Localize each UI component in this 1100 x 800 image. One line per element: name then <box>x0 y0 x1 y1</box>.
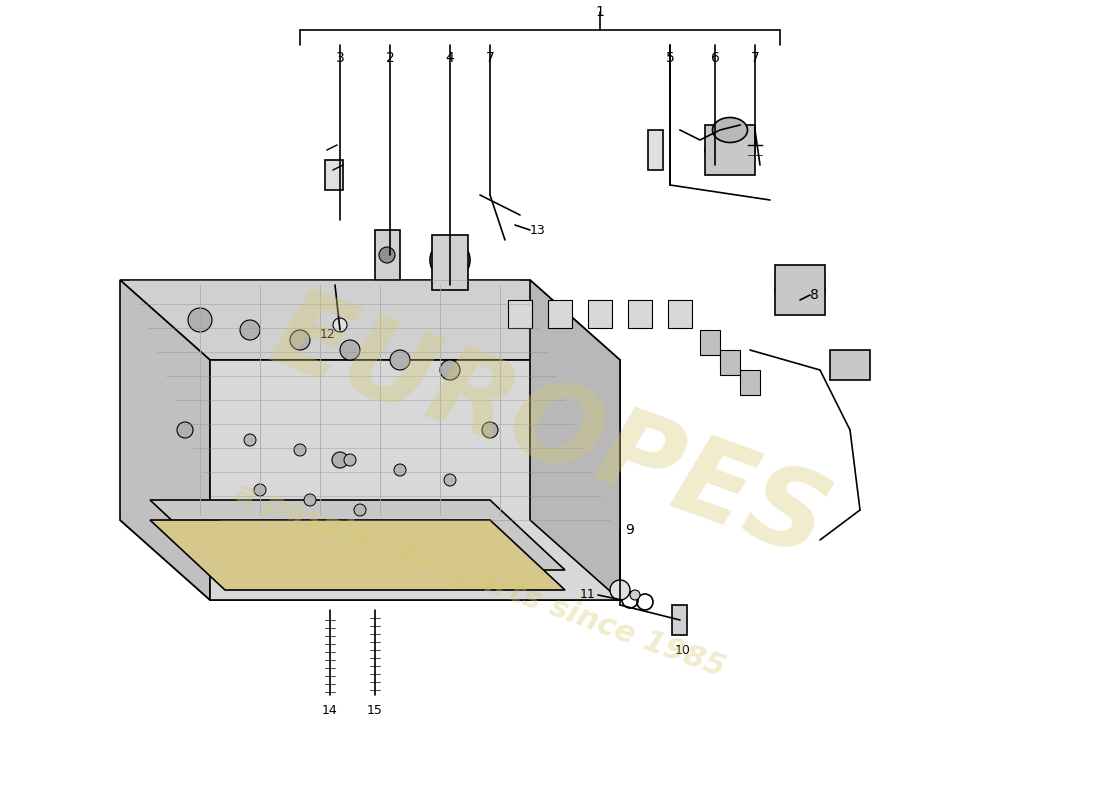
Text: 12: 12 <box>319 329 336 342</box>
FancyBboxPatch shape <box>628 300 652 328</box>
Circle shape <box>379 247 395 263</box>
Text: 8: 8 <box>810 288 818 302</box>
Circle shape <box>354 504 366 516</box>
Circle shape <box>390 350 410 370</box>
Polygon shape <box>150 520 565 590</box>
Text: 10: 10 <box>675 643 691 657</box>
FancyBboxPatch shape <box>375 230 400 280</box>
FancyBboxPatch shape <box>432 235 468 290</box>
Circle shape <box>290 330 310 350</box>
FancyBboxPatch shape <box>830 350 870 380</box>
Circle shape <box>340 340 360 360</box>
FancyBboxPatch shape <box>705 125 755 175</box>
Circle shape <box>610 580 630 600</box>
Circle shape <box>482 422 498 438</box>
Text: 7: 7 <box>750 51 759 65</box>
Ellipse shape <box>430 240 470 280</box>
FancyBboxPatch shape <box>672 605 688 635</box>
Text: EUROPES: EUROPES <box>257 280 843 580</box>
FancyBboxPatch shape <box>668 300 692 328</box>
Circle shape <box>254 484 266 496</box>
Text: 4: 4 <box>446 51 454 65</box>
FancyBboxPatch shape <box>548 300 572 328</box>
Circle shape <box>394 464 406 476</box>
FancyBboxPatch shape <box>508 300 532 328</box>
Circle shape <box>294 444 306 456</box>
Text: 9: 9 <box>625 523 634 537</box>
Polygon shape <box>150 500 565 570</box>
Ellipse shape <box>776 275 825 305</box>
Ellipse shape <box>713 118 748 142</box>
Text: 11: 11 <box>580 589 595 602</box>
Circle shape <box>333 318 346 332</box>
Text: a passion for parts since 1985: a passion for parts since 1985 <box>231 478 729 682</box>
FancyBboxPatch shape <box>700 330 720 355</box>
Text: 3: 3 <box>336 51 344 65</box>
Circle shape <box>240 320 260 340</box>
Circle shape <box>344 454 356 466</box>
FancyBboxPatch shape <box>776 265 825 315</box>
Text: 1: 1 <box>595 5 604 19</box>
Text: 5: 5 <box>666 51 674 65</box>
Polygon shape <box>120 280 620 360</box>
Circle shape <box>188 308 212 332</box>
Polygon shape <box>120 280 210 600</box>
Text: 7: 7 <box>485 51 494 65</box>
Text: 6: 6 <box>711 51 719 65</box>
Text: 14: 14 <box>322 703 338 717</box>
Circle shape <box>440 360 460 380</box>
FancyBboxPatch shape <box>720 350 740 375</box>
Polygon shape <box>210 360 620 600</box>
FancyBboxPatch shape <box>588 300 612 328</box>
Circle shape <box>304 494 316 506</box>
Circle shape <box>630 590 640 600</box>
Polygon shape <box>120 520 620 600</box>
Circle shape <box>332 452 348 468</box>
FancyBboxPatch shape <box>740 370 760 395</box>
Ellipse shape <box>705 133 755 167</box>
Text: 13: 13 <box>530 223 546 237</box>
Text: 15: 15 <box>367 703 383 717</box>
Text: 2: 2 <box>386 51 395 65</box>
Polygon shape <box>530 280 620 600</box>
Circle shape <box>244 434 256 446</box>
FancyBboxPatch shape <box>648 130 663 170</box>
FancyBboxPatch shape <box>324 160 343 190</box>
Circle shape <box>444 474 456 486</box>
Circle shape <box>177 422 192 438</box>
